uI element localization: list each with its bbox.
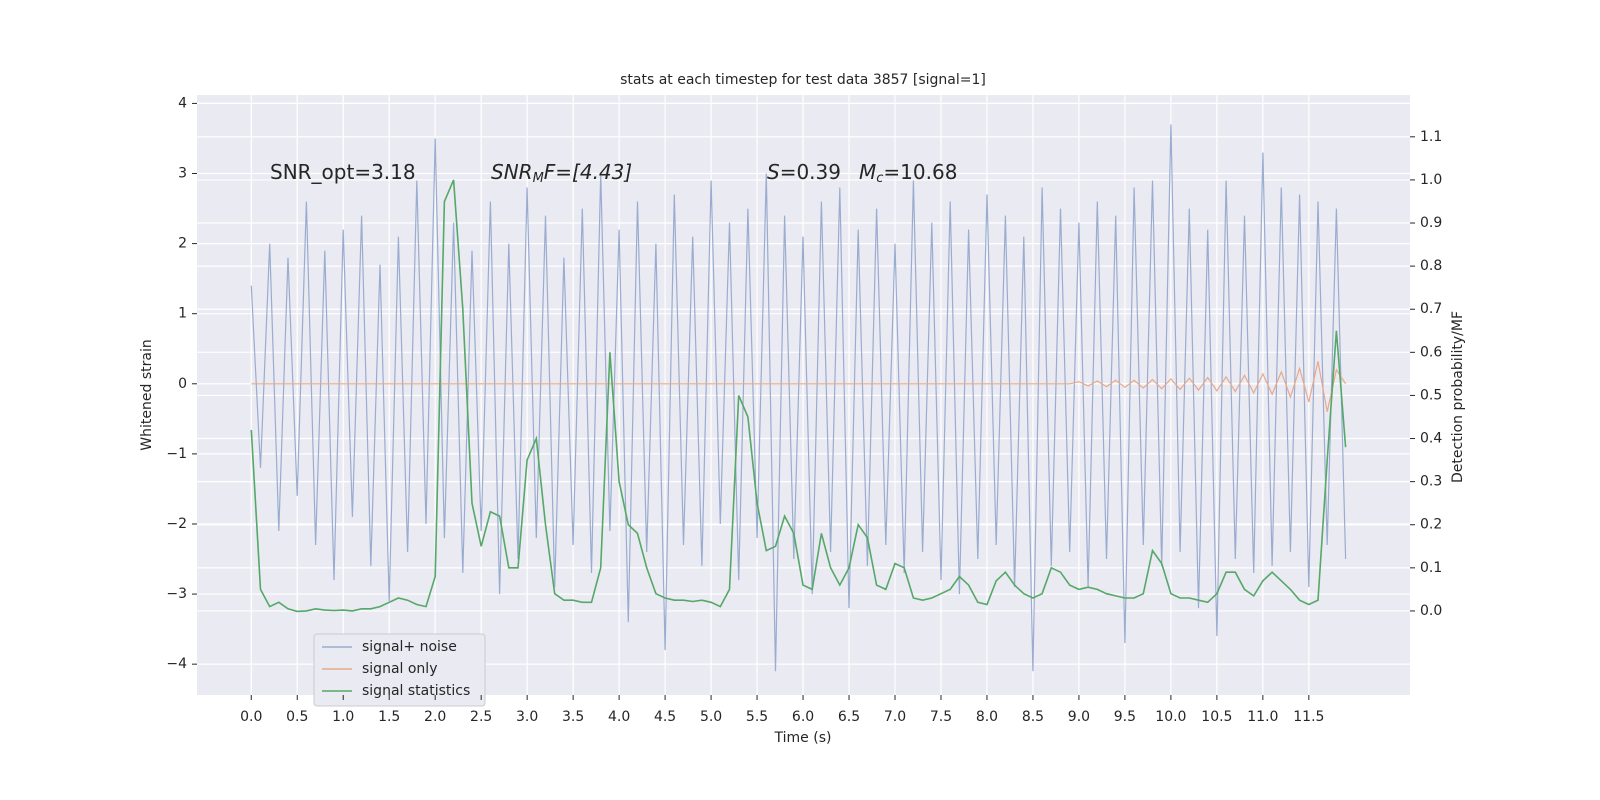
y2-tick-label: 0.3 [1420,474,1442,490]
annotation-text: S [767,160,780,184]
x-tick-label: 1.0 [332,709,354,725]
annotation-text: SNR [491,160,533,184]
y2-tick-label: 0.7 [1420,301,1442,317]
y-axis-label: Whitened strain [139,339,155,450]
y2-tick-label: 0.0 [1420,603,1442,619]
y-tick-label: 1 [178,306,187,322]
y2-tick-label: 0.9 [1420,215,1442,231]
x-tick-label: 9.0 [1068,709,1090,725]
x-tick-label: 6.0 [792,709,814,725]
series-line [251,361,1347,412]
annotation-text: SNR_opt=3.18 [270,160,416,184]
x-tick-label: 2.0 [424,709,446,725]
legend-label: signal+ noise [362,639,457,655]
x-tick-label: 6.5 [838,709,860,725]
y-tick-label: 3 [178,166,187,182]
x-tick-label: 2.5 [470,709,492,725]
y-tick-label: 4 [178,95,187,111]
chart-title: stats at each timestep for test data 385… [620,72,986,88]
x-tick-label: 5.5 [746,709,768,725]
y-tick-label: −4 [166,656,187,672]
x-tick-label: 3.0 [516,709,538,725]
x-tick-label: 11.5 [1293,709,1324,725]
annotation: SNRMF=[4.43] [491,160,632,186]
legend-box [313,633,486,707]
annotation-sub: c [876,171,883,186]
x-tick-label: 1.5 [378,709,400,725]
y-tick-label: 0 [178,376,187,392]
y-tick-label: −3 [166,586,187,602]
annotation-text: M [859,160,876,184]
series-line [250,179,1347,613]
x-tick-label: 10.0 [1155,709,1186,725]
annotation: S=0.39 [767,160,841,184]
x-tick-label: 8.5 [1022,709,1044,725]
y2-tick-label: 0.1 [1420,560,1442,576]
y2-tick-label: 0.2 [1420,517,1442,533]
y2-tick-label: 0.6 [1420,344,1442,360]
x-tick-label: 8.0 [976,709,998,725]
y-tick-label: 2 [178,236,187,252]
y2-tick-label: 1.0 [1420,172,1442,188]
x-tick-label: 10.5 [1201,709,1232,725]
y2-axis-label: Detection probability/MF [1450,311,1466,483]
y2-tick-label: 0.8 [1420,258,1442,274]
x-tick-label: 7.0 [884,709,906,725]
x-tick-label: 7.5 [930,709,952,725]
x-tick-label: 0.0 [240,709,262,725]
x-tick-label: 3.5 [562,709,584,725]
annotation-text: F=[4.43] [544,160,632,184]
x-tick-label: 4.5 [654,709,676,725]
y-tick-label: −1 [166,446,187,462]
annotation: SNR_opt=3.18 [270,160,416,184]
x-tick-label: 4.0 [608,709,630,725]
x-tick-label: 11.0 [1247,709,1278,725]
y-tick-label: −2 [166,516,187,532]
annotation: Mc=10.68 [859,160,957,186]
y2-tick-label: 1.1 [1420,129,1442,145]
x-axis-label: Time (s) [774,730,832,746]
x-tick-label: 0.5 [286,709,308,725]
legend-label: signal statistics [362,683,470,699]
y2-tick-label: 0.4 [1420,431,1442,447]
x-tick-label: 9.5 [1114,709,1136,725]
annotation-text: =10.68 [883,160,957,184]
annotation-sub: M [533,171,544,186]
series-line [250,124,1347,672]
annotation-text: =0.39 [780,160,841,184]
legend-label: signal only [362,661,437,677]
y2-tick-label: 0.5 [1420,387,1442,403]
x-tick-label: 5.0 [700,709,722,725]
